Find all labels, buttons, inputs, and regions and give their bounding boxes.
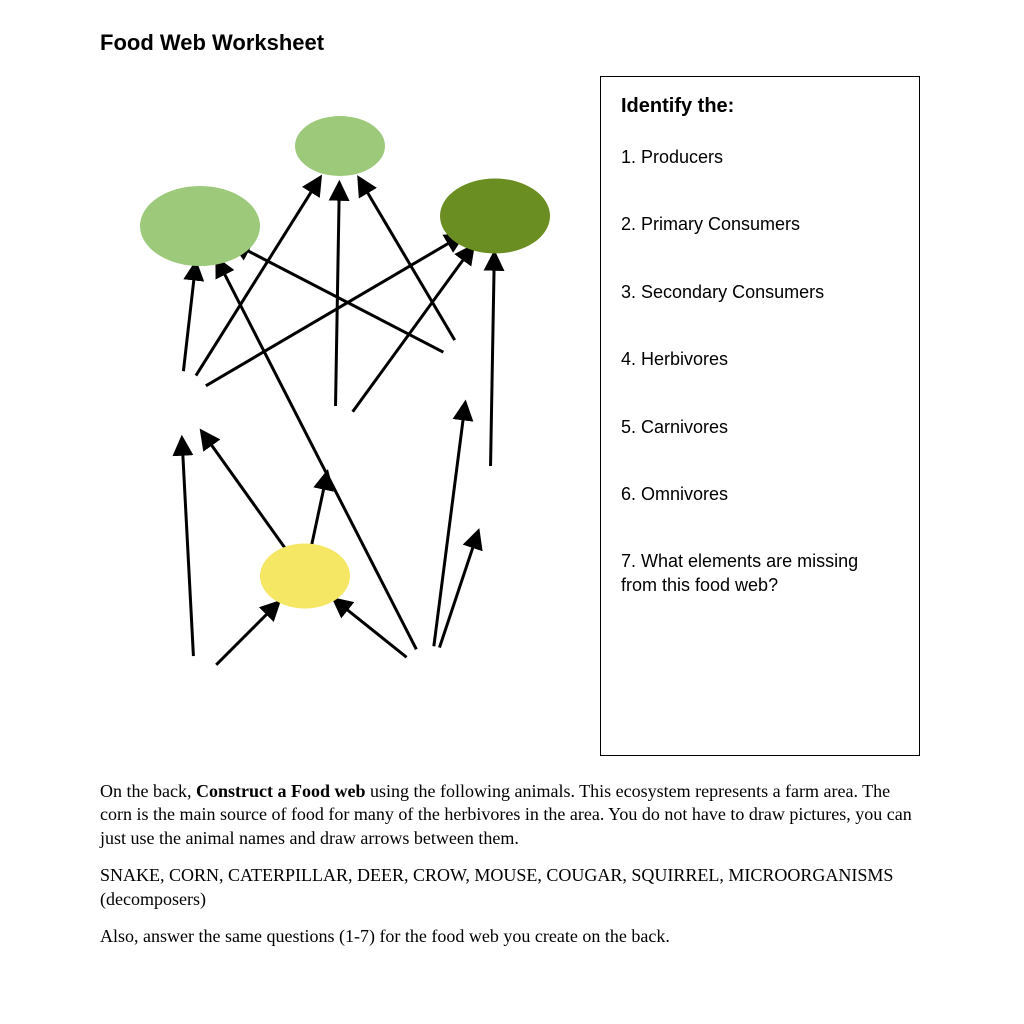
node-blob-fox (140, 186, 260, 266)
question-4: 4. Herbivores (621, 348, 899, 371)
question-heading: Identify the: (621, 95, 899, 118)
p1-bold: Construct a Food web (196, 781, 366, 801)
node-blob-grasshopper (260, 544, 350, 609)
node-blob-owl (295, 116, 385, 176)
instructions: On the back, Construct a Food web using … (100, 780, 924, 948)
question-1: 1. Producers (621, 146, 899, 169)
main-area: Identify the: 1. Producers 2. Primary Co… (100, 76, 924, 756)
instructions-p2: SNAKE, CORN, CATERPILLAR, DEER, CROW, MO… (100, 864, 924, 911)
question-3: 3. Secondary Consumers (621, 281, 899, 304)
question-2: 2. Primary Consumers (621, 213, 899, 236)
question-7: 7. What elements are missing from this f… (621, 550, 899, 597)
question-6: 6. Omnivores (621, 483, 899, 506)
question-box: Identify the: 1. Producers 2. Primary Co… (600, 76, 920, 756)
node-blob-snake (440, 179, 550, 254)
question-5: 5. Carnivores (621, 416, 899, 439)
p1-pre: On the back, (100, 781, 196, 801)
page-title: Food Web Worksheet (100, 30, 924, 56)
instructions-p1: On the back, Construct a Food web using … (100, 780, 924, 850)
instructions-p3: Also, answer the same questions (1-7) fo… (100, 925, 924, 948)
food-web-diagram (100, 76, 580, 756)
